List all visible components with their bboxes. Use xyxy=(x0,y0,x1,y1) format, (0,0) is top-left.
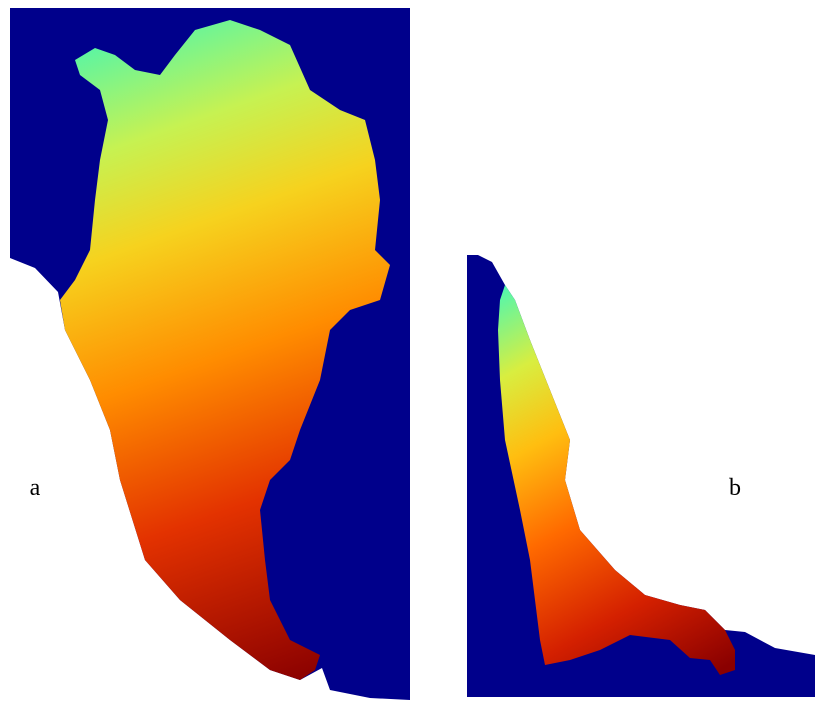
panel-label: a xyxy=(30,475,41,501)
panel-label: b xyxy=(729,475,741,501)
panel-a: a xyxy=(10,8,410,708)
panel-b: b xyxy=(467,255,815,697)
figure: a b xyxy=(0,0,823,711)
